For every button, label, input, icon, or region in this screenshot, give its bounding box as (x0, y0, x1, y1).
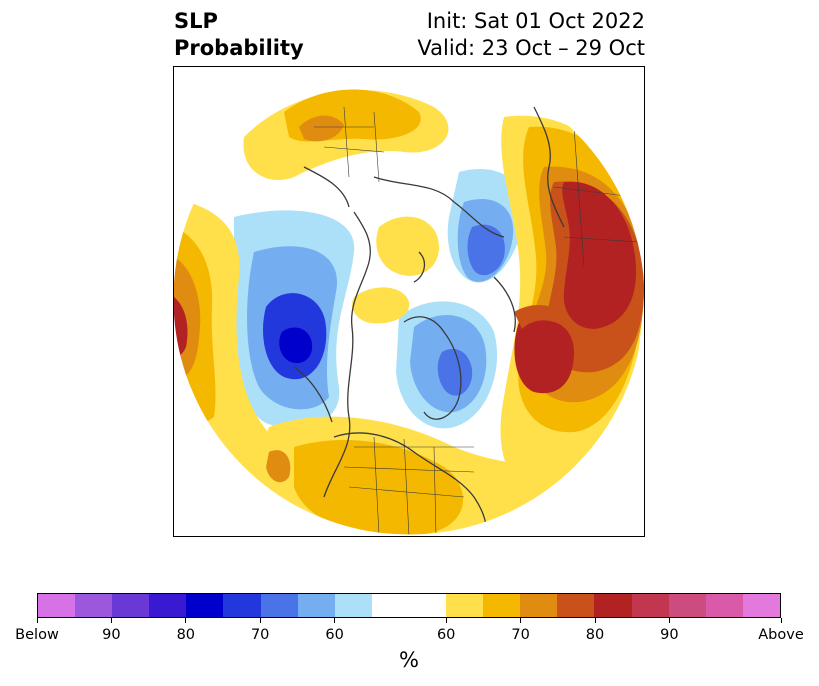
colorbar-segment (483, 594, 521, 617)
colorbar-segment (223, 594, 261, 617)
colorbar-segment (742, 594, 780, 617)
colorbar-segment (371, 594, 409, 617)
colorbar (37, 593, 781, 618)
colorbar-segment (260, 594, 298, 617)
colorbar-segment (631, 594, 669, 617)
colorbar-tick-mark (520, 618, 522, 623)
country-borders (314, 106, 640, 535)
colorbar-tick-label: Below (15, 627, 59, 643)
colorbar-segment (112, 594, 150, 617)
europe-high-orange (299, 115, 344, 142)
colorbar-segment (408, 594, 447, 617)
valid-range: Valid: 23 Oct – 29 Oct (417, 36, 645, 60)
colorbar-tick-mark (185, 618, 187, 623)
colorbar-tick-mark (594, 618, 596, 623)
westpac-high-red (174, 297, 188, 357)
colorbar-tick-label: 80 (585, 627, 605, 643)
namerica-high-orange (266, 450, 291, 483)
colorbar-segment (38, 594, 76, 617)
arctic-low-dark (437, 348, 473, 396)
map-validity: Init: Sat 01 Oct 2022 Valid: 23 Oct – 29… (417, 8, 645, 62)
central-high-yellow-2 (352, 287, 410, 324)
init-date: Init: Sat 01 Oct 2022 (426, 9, 645, 33)
colorbar-segment (520, 594, 558, 617)
pacific-low-core (279, 327, 313, 364)
colorbar-segment (75, 594, 113, 617)
namerica-high-gold (294, 439, 464, 535)
ocean-high-redorange (514, 304, 572, 332)
colorbar-segment (668, 594, 706, 617)
colorbar-tick-mark (334, 618, 336, 623)
colorbar-tick-label: 60 (325, 627, 344, 643)
coastlines (293, 106, 565, 535)
colorbar-segment (334, 594, 372, 617)
colorbar-tick-mark (110, 618, 112, 623)
colorbar-unit-label: % (399, 648, 419, 672)
central-high-yellow (376, 216, 439, 276)
colorbar-tick-label: 90 (660, 627, 679, 643)
colorbar-tick-label: 90 (102, 627, 121, 643)
colorbar-segment (446, 594, 484, 617)
colorbar-tick-label: 80 (176, 627, 196, 643)
probability-map (174, 67, 644, 536)
colorbar-segment (705, 594, 743, 617)
colorbar-tick-label: 70 (511, 627, 530, 643)
colorbar-tick-mark (445, 618, 447, 623)
ocean-high-red (514, 318, 574, 394)
colorbar-tick-mark (668, 618, 670, 623)
colorbar-segment (297, 594, 335, 617)
colorbar-tick-mark (259, 618, 261, 623)
colorbar-tick-label: 60 (436, 627, 456, 643)
map-title: SLP Probability (174, 9, 304, 60)
siberia-low-dark (467, 224, 505, 276)
colorbar-segment (557, 594, 595, 617)
colorbar-tick-label: 70 (250, 627, 270, 643)
colorbar-tick-mark (780, 618, 782, 623)
colorbar-segment (149, 594, 187, 617)
colorbar-segment (594, 594, 632, 617)
polar-map-panel (173, 66, 645, 537)
colorbar-segment (186, 594, 224, 617)
colorbar-tick-label: Above (758, 627, 804, 643)
colorbar-tick-mark (36, 618, 38, 623)
